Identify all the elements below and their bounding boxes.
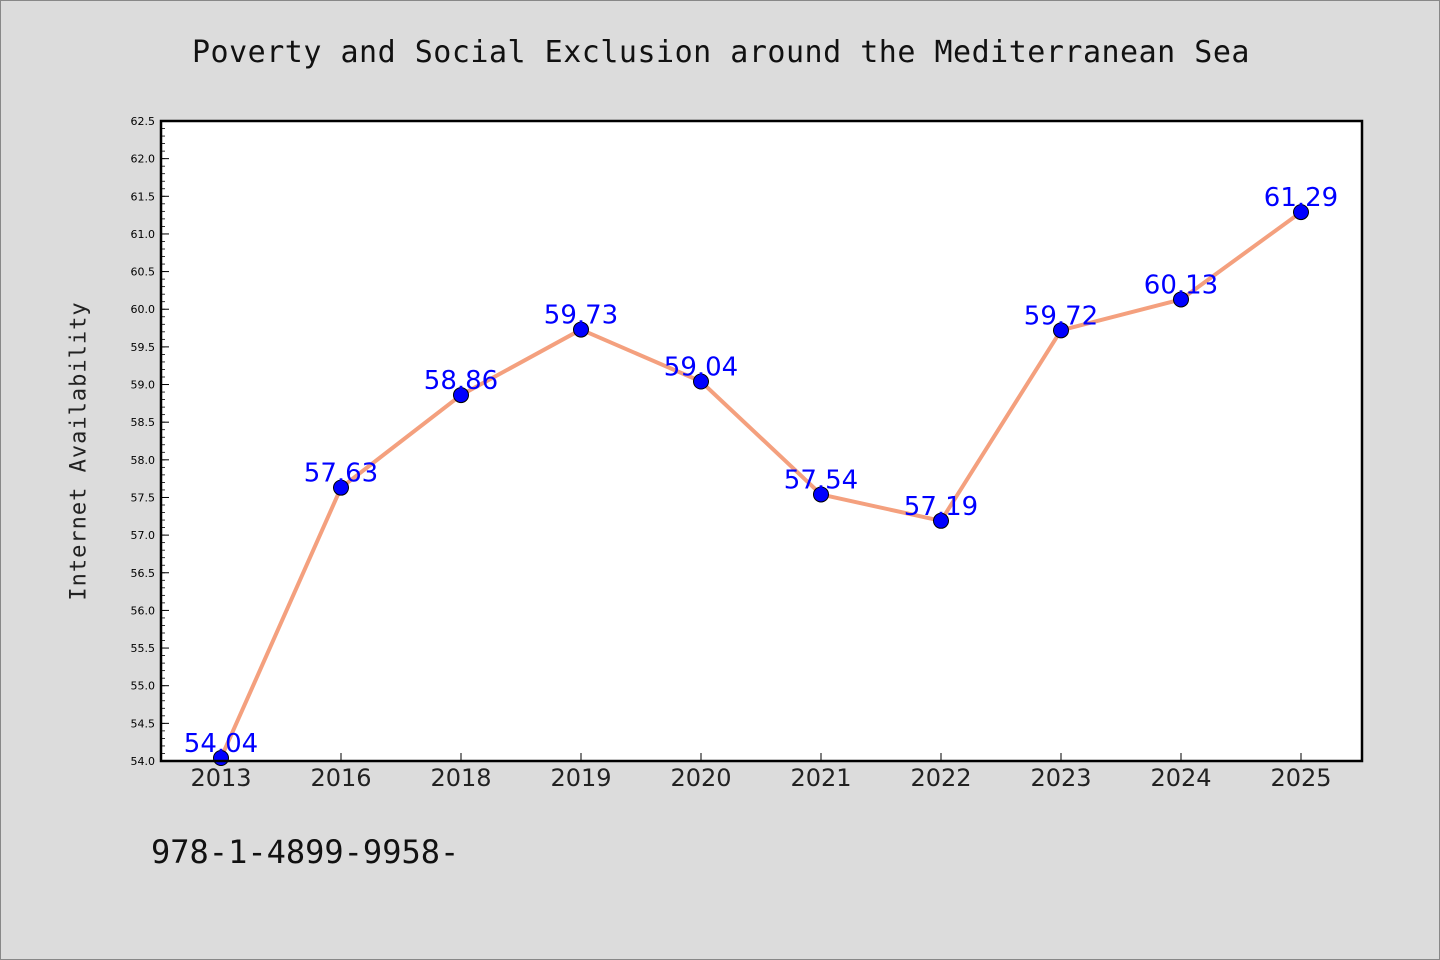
data-label: 59.72 xyxy=(1024,301,1098,331)
y-tick-label: 57.5 xyxy=(131,491,156,504)
x-tick-label: 2016 xyxy=(310,764,371,792)
y-tick-label: 55.0 xyxy=(131,680,156,693)
y-tick-label: 56.5 xyxy=(131,567,156,580)
y-tick-label: 60.0 xyxy=(131,303,156,316)
y-tick-label: 59.5 xyxy=(131,341,156,354)
data-point xyxy=(453,387,469,404)
y-tick-label: 58.0 xyxy=(131,454,156,467)
data-point xyxy=(1173,291,1189,308)
data-point xyxy=(1053,322,1069,339)
y-tick-label: 58.5 xyxy=(131,416,156,429)
data-label: 59.04 xyxy=(664,353,738,383)
x-tick-label: 2019 xyxy=(550,764,611,792)
y-tick-label: 56.0 xyxy=(131,604,156,617)
chart-title: Poverty and Social Exclusion around the … xyxy=(191,35,1250,70)
y-tick-label: 62.0 xyxy=(131,153,156,166)
x-tick-label: 2018 xyxy=(430,764,491,792)
data-label: 60.13 xyxy=(1144,270,1218,300)
data-label: 57.19 xyxy=(904,492,978,522)
y-tick-label: 54.5 xyxy=(131,717,156,730)
data-label: 54.04 xyxy=(184,729,258,759)
x-tick-label: 2021 xyxy=(790,764,851,792)
data-label: 58.86 xyxy=(424,366,498,396)
x-tick-label: 2025 xyxy=(1270,764,1331,792)
data-label: 61.29 xyxy=(1264,183,1338,213)
data-point xyxy=(573,321,589,338)
x-tick-label: 2020 xyxy=(670,764,731,792)
y-tick-label: 54.0 xyxy=(131,755,156,768)
y-tick-label: 61.0 xyxy=(131,228,156,241)
data-point xyxy=(693,373,709,390)
data-label: 57.54 xyxy=(784,465,858,495)
plot-frame xyxy=(159,119,1364,763)
data-point xyxy=(1293,204,1309,221)
x-tick-label: 2022 xyxy=(910,764,971,792)
y-tick-label: 61.5 xyxy=(131,190,156,203)
data-point xyxy=(933,512,949,529)
x-tick-label: 2023 xyxy=(1030,764,1091,792)
data-label: 59.73 xyxy=(544,301,618,331)
data-point xyxy=(813,486,829,503)
x-tick-label: 2024 xyxy=(1150,764,1211,792)
y-tick-label: 60.5 xyxy=(131,266,156,279)
series-line xyxy=(219,210,1303,759)
data-point xyxy=(333,479,349,496)
y-tick-label: 59.0 xyxy=(131,379,156,392)
footer-code: 978-1-4899-9958- xyxy=(151,833,460,871)
y-tick-label: 57.0 xyxy=(131,529,156,542)
y-tick-label: 62.5 xyxy=(131,115,156,128)
x-tick-label: 2013 xyxy=(190,764,251,792)
y-tick-label: 55.5 xyxy=(131,642,156,655)
data-label: 57.63 xyxy=(304,459,378,489)
